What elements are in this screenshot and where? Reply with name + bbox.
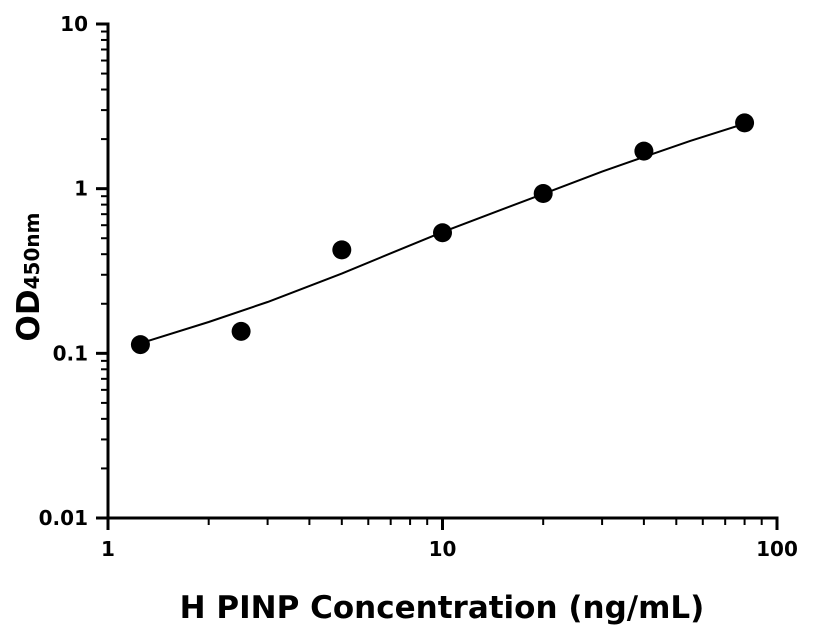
x-tick-label: 10: [429, 537, 457, 561]
axes: 0.01 0.1 1 10 1 10 100: [39, 12, 798, 561]
data-point: [332, 240, 352, 260]
x-axis-label: H PINP Concentration (ng/mL): [180, 590, 705, 626]
y-tick-label: 0.01: [39, 506, 88, 530]
y-tick-label: 10: [60, 12, 88, 36]
data-point: [231, 321, 251, 341]
data-points-layer: [130, 113, 755, 355]
y-axis-label-subscript: 450nm: [20, 213, 44, 290]
data-point: [634, 141, 654, 161]
data-point: [735, 113, 755, 133]
data-point: [130, 335, 150, 355]
y-axis-label: OD450nm: [11, 213, 47, 342]
x-tick-label: 1: [101, 537, 115, 561]
data-point: [433, 223, 452, 243]
x-tick-label: 100: [756, 537, 798, 561]
y-tick-label: 0.1: [53, 341, 88, 365]
data-point: [533, 183, 553, 203]
y-axis-label-main: OD: [11, 289, 47, 341]
y-tick-label: 1: [74, 177, 88, 201]
